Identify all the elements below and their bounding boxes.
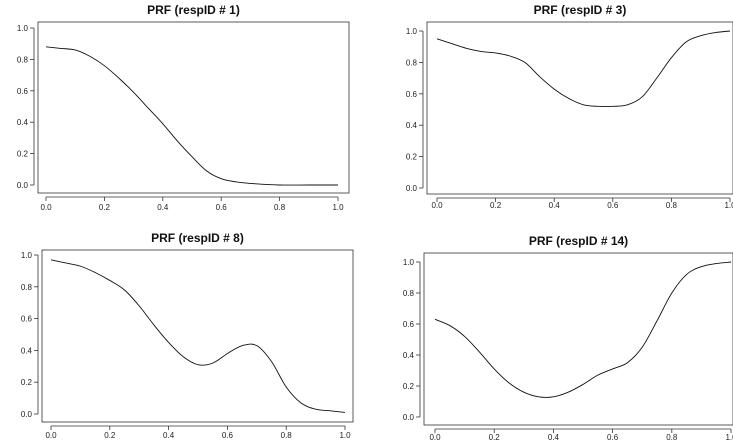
x-tick-label: 0.8 bbox=[281, 431, 293, 440]
x-tick-label: 0.2 bbox=[104, 431, 116, 440]
x-tick-label: 0.0 bbox=[40, 203, 52, 212]
x-tick-label: 0.6 bbox=[607, 433, 619, 442]
x-tick-label: 0.6 bbox=[607, 201, 619, 210]
prf-curve bbox=[45, 46, 338, 186]
x-tick-label: 0.8 bbox=[666, 433, 678, 442]
x-tick-label: 1.0 bbox=[332, 203, 344, 212]
x-tick-label: 0.2 bbox=[490, 201, 502, 210]
x-tick-label: 0.4 bbox=[157, 203, 169, 212]
x-tick-label: 0.2 bbox=[489, 433, 501, 442]
y-tick-label: 0.4 bbox=[17, 118, 29, 127]
y-tick-label: 0.4 bbox=[406, 121, 418, 130]
y-tick-label: 0.4 bbox=[403, 351, 415, 360]
x-tick-label: 0.6 bbox=[222, 431, 234, 440]
plot-frame bbox=[426, 21, 733, 195]
x-tick-label: 1.0 bbox=[725, 433, 733, 442]
y-tick-label: 0.0 bbox=[406, 184, 418, 193]
y-tick-label: 1.0 bbox=[21, 251, 33, 260]
chart-panel-1: PRF (respID # 1) 0.0 0.2 0.4 0.6 0.8 1.0 0.0 0.2… bbox=[17, 3, 350, 212]
x-tick-label: 1.0 bbox=[339, 431, 351, 440]
y-tick-label: 0.4 bbox=[21, 346, 33, 355]
y-tick-label: 0.8 bbox=[17, 55, 29, 64]
y-tick-label: 1.0 bbox=[17, 24, 29, 33]
prf-curve bbox=[50, 259, 346, 413]
prf-curve bbox=[434, 261, 732, 398]
y-tick-label: 0.0 bbox=[17, 181, 29, 190]
prf-curve bbox=[436, 30, 731, 108]
y-tick-label: 0.6 bbox=[17, 87, 29, 96]
y-tick-label: 0.6 bbox=[21, 315, 33, 324]
x-tick-label: 1.0 bbox=[724, 201, 733, 210]
chart-title: PRF (respID # 3) bbox=[534, 3, 627, 17]
x-tick-label: 0.2 bbox=[99, 203, 111, 212]
y-tick-label: 0.2 bbox=[406, 153, 418, 162]
plot-frame bbox=[423, 252, 733, 426]
y-tick-label: 0.8 bbox=[21, 283, 33, 292]
y-tick-label: 0.0 bbox=[403, 413, 415, 422]
x-tick-label: 0.4 bbox=[163, 431, 175, 440]
chart-panel-3: PRF (respID # 8) 0.0 0.2 0.4 0.6 0.8 1.0 0.0 0.2… bbox=[21, 231, 354, 440]
chart-title: PRF (respID # 8) bbox=[151, 231, 244, 245]
x-tick-label: 0.4 bbox=[548, 433, 560, 442]
x-tick-label: 0.8 bbox=[666, 201, 678, 210]
chart-title: PRF (respID # 1) bbox=[147, 3, 240, 17]
y-tick-label: 0.2 bbox=[21, 378, 33, 387]
y-tick-label: 0.8 bbox=[403, 289, 415, 298]
plot-frame bbox=[37, 21, 350, 194]
x-tick-label: 0.6 bbox=[216, 203, 228, 212]
y-tick-label: 0.8 bbox=[406, 58, 418, 67]
x-tick-label: 0.0 bbox=[45, 431, 57, 440]
chart-panel-2: PRF (respID # 3) 0.0 0.2 0.4 0.6 0.8 1.0 0.0 0.2… bbox=[406, 3, 733, 210]
plot-frame bbox=[41, 249, 354, 423]
y-tick-label: 0.2 bbox=[17, 150, 29, 159]
y-tick-label: 0.0 bbox=[21, 410, 33, 419]
chart-title: PRF (respID # 14) bbox=[529, 234, 628, 248]
x-tick-label: 0.8 bbox=[274, 203, 286, 212]
x-tick-label: 0.4 bbox=[549, 201, 561, 210]
x-tick-label: 0.0 bbox=[431, 201, 443, 210]
y-tick-label: 1.0 bbox=[403, 258, 415, 267]
chart-panel-4: PRF (respID # 14) 0.0 0.2 0.4 0.6 0.8 1.0 0.0 0.… bbox=[403, 234, 733, 442]
y-tick-label: 0.2 bbox=[403, 382, 415, 391]
y-tick-label: 0.6 bbox=[406, 90, 418, 99]
y-tick-label: 0.6 bbox=[403, 320, 415, 329]
y-tick-label: 1.0 bbox=[406, 27, 418, 36]
x-tick-label: 0.0 bbox=[429, 433, 441, 442]
